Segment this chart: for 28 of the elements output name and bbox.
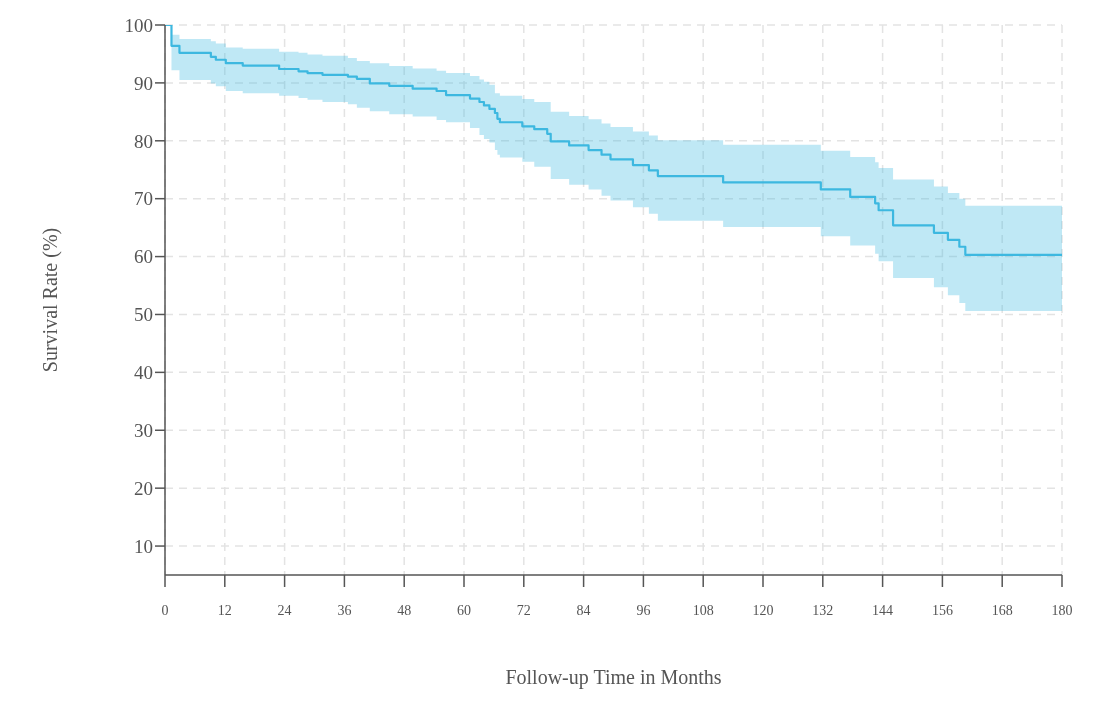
x-axis-title: Follow-up Time in Months	[505, 666, 722, 689]
x-tick-label: 96	[636, 602, 651, 618]
x-tick-label: 180	[1051, 602, 1073, 618]
x-tick-label: 120	[752, 602, 774, 618]
y-tick-label: 60	[134, 246, 153, 268]
y-axis-title: Survival Rate (%)	[39, 227, 63, 373]
x-tick-label: 84	[576, 602, 591, 618]
x-tick-label: 24	[277, 602, 292, 618]
x-tick-label: 132	[812, 602, 834, 618]
y-tick-label: 40	[134, 362, 153, 384]
y-tick-label: 30	[134, 420, 153, 442]
x-tick-label: 60	[457, 602, 471, 618]
x-tick-label: 108	[692, 602, 714, 618]
x-tick-label: 0	[161, 602, 169, 618]
y-tick-label: 100	[124, 14, 153, 36]
y-tick-label: 80	[134, 130, 153, 152]
y-tick-label: 10	[134, 535, 153, 557]
x-tick-label: 36	[337, 602, 352, 618]
y-tick-label: 50	[134, 304, 153, 326]
y-tick-label: 90	[134, 72, 153, 94]
y-tick-label: 70	[134, 188, 153, 210]
x-tick-label: 144	[872, 602, 894, 618]
x-tick-label: 12	[217, 602, 232, 618]
x-tick-label: 156	[931, 602, 953, 618]
x-tick-label: 48	[397, 602, 412, 618]
x-tick-label: 72	[516, 602, 531, 618]
x-tick-label: 168	[991, 602, 1013, 618]
y-tick-label: 20	[134, 477, 153, 499]
